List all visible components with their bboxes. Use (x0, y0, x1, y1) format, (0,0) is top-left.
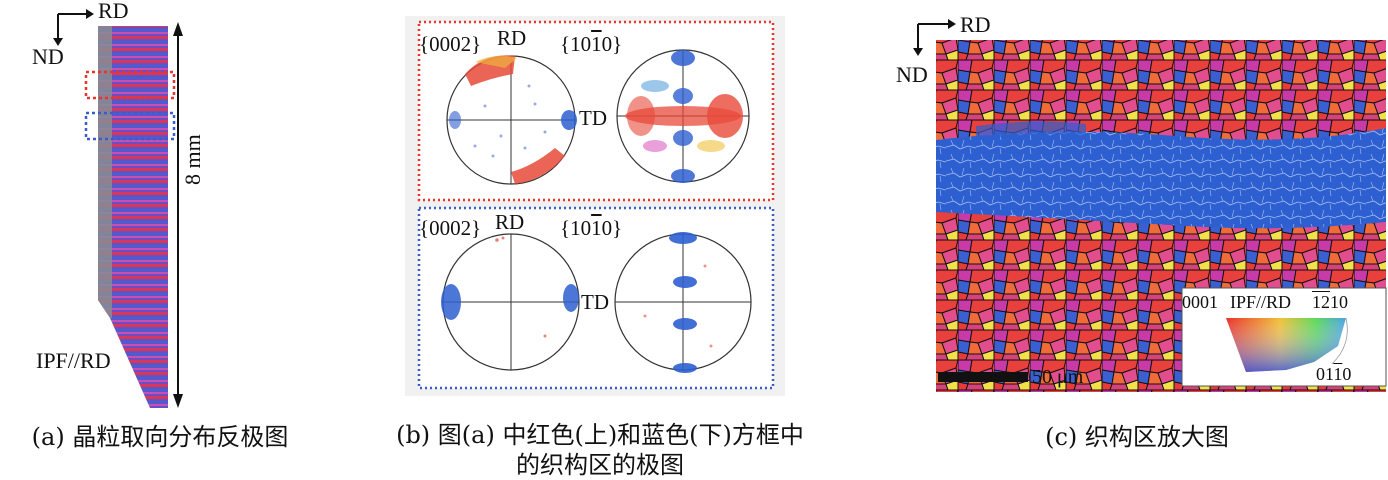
ipf-map-strip (53, 9, 183, 408)
axis-nd-label-c: ND (896, 62, 928, 87)
pf-bottom-rd-label: RD (495, 210, 525, 234)
panel-c: RD ND 0001 IPF//RD 1210 0110 50 μm (c) 织… (886, 0, 1388, 479)
pf-top-1010-label: {1010} (560, 32, 623, 56)
axis-nd-label: ND (32, 44, 64, 69)
pf-top-0002 (446, 55, 577, 185)
caption-c: (c) 织构区放大图 (1045, 423, 1229, 451)
caption-b-line2: 的织构区的极图 (516, 451, 684, 479)
pf-bottom-0002 (441, 233, 580, 371)
pf-top-rd-label: RD (497, 26, 527, 50)
ipf-legend-0001: 0001 (1182, 292, 1218, 312)
pf-bottom-td-label: TD (581, 290, 609, 315)
pf-top-1010 (616, 49, 750, 183)
pf-bottom-0002-label: {0002} (419, 216, 482, 240)
ebsd-map (913, 19, 1387, 392)
axis-rd-label: RD (98, 0, 129, 23)
panel-b: {0002} RD {1010} TD {0002} RD {1010} TD (405, 16, 785, 396)
panel-a: RD ND 8 mm IPF//RD (a) 晶粒取向分布反极图 (0, 0, 320, 479)
pf-bottom-1010 (614, 232, 752, 373)
pole-figures (405, 16, 785, 396)
ipf-legend-0110: 0110 (1316, 364, 1352, 384)
scale-label: 8 mm (180, 134, 205, 185)
caption-b: (b) 图(a) 中红色(上)和蓝色(下)方框中 的织构区的极图 (340, 420, 860, 480)
ipf-legend-title: IPF//RD (1230, 292, 1292, 312)
ipf-legend-label: IPF//RD (36, 348, 111, 373)
ipf-legend-1210: 1210 (1312, 292, 1348, 312)
caption-a: (a) 晶粒取向分布反极图 (31, 423, 289, 451)
caption-b-line1: (b) 图(a) 中红色(上)和蓝色(下)方框中 (396, 421, 804, 449)
axis-rd-label-c: RD (960, 12, 991, 37)
scale-bar-label: 50 μm (1032, 366, 1084, 388)
pf-top-0002-label: {0002} (419, 32, 482, 56)
pf-top-td-label: TD (579, 106, 607, 131)
pf-bottom-1010-label: {1010} (560, 216, 623, 240)
